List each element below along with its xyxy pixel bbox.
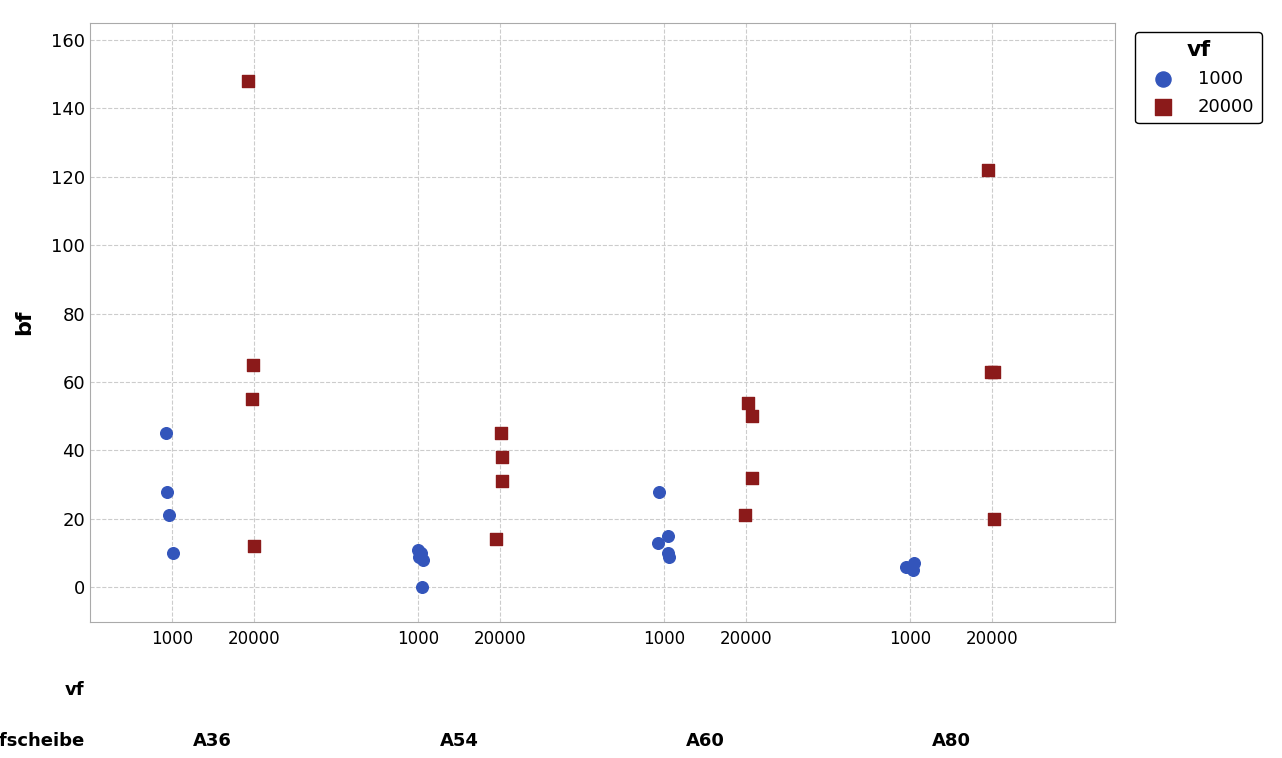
Text: A60: A60: [686, 732, 724, 750]
1000: [409, 550, 429, 562]
1000: [413, 554, 433, 566]
20000: [738, 396, 759, 409]
20000: [241, 393, 262, 406]
Text: A54: A54: [440, 732, 478, 750]
Text: Schleifscheibe: Schleifscheibe: [0, 732, 85, 750]
1000: [159, 509, 179, 522]
1000: [156, 485, 177, 497]
1000: [163, 547, 183, 559]
20000: [741, 471, 762, 484]
20000: [741, 410, 762, 422]
20000: [492, 475, 513, 487]
1000: [658, 547, 678, 559]
1000: [659, 550, 679, 562]
1000: [658, 530, 678, 542]
1000: [410, 547, 431, 559]
Y-axis label: bf: bf: [14, 309, 35, 335]
Text: A36: A36: [194, 732, 232, 750]
1000: [649, 485, 669, 497]
1000: [896, 561, 917, 573]
20000: [244, 540, 264, 553]
1000: [903, 564, 923, 576]
1000: [408, 543, 428, 556]
20000: [242, 359, 263, 371]
Text: A80: A80: [932, 732, 970, 750]
1000: [904, 557, 924, 569]
1000: [156, 428, 177, 440]
Text: vf: vf: [65, 681, 85, 700]
20000: [238, 75, 259, 87]
20000: [491, 451, 512, 463]
1000: [649, 537, 669, 549]
20000: [491, 428, 512, 440]
Legend: 1000, 20000: 1000, 20000: [1136, 33, 1261, 124]
20000: [983, 513, 1004, 525]
1000: [412, 581, 432, 594]
20000: [985, 365, 1005, 377]
20000: [981, 365, 1001, 377]
20000: [486, 534, 506, 546]
20000: [978, 164, 999, 176]
20000: [735, 509, 755, 522]
